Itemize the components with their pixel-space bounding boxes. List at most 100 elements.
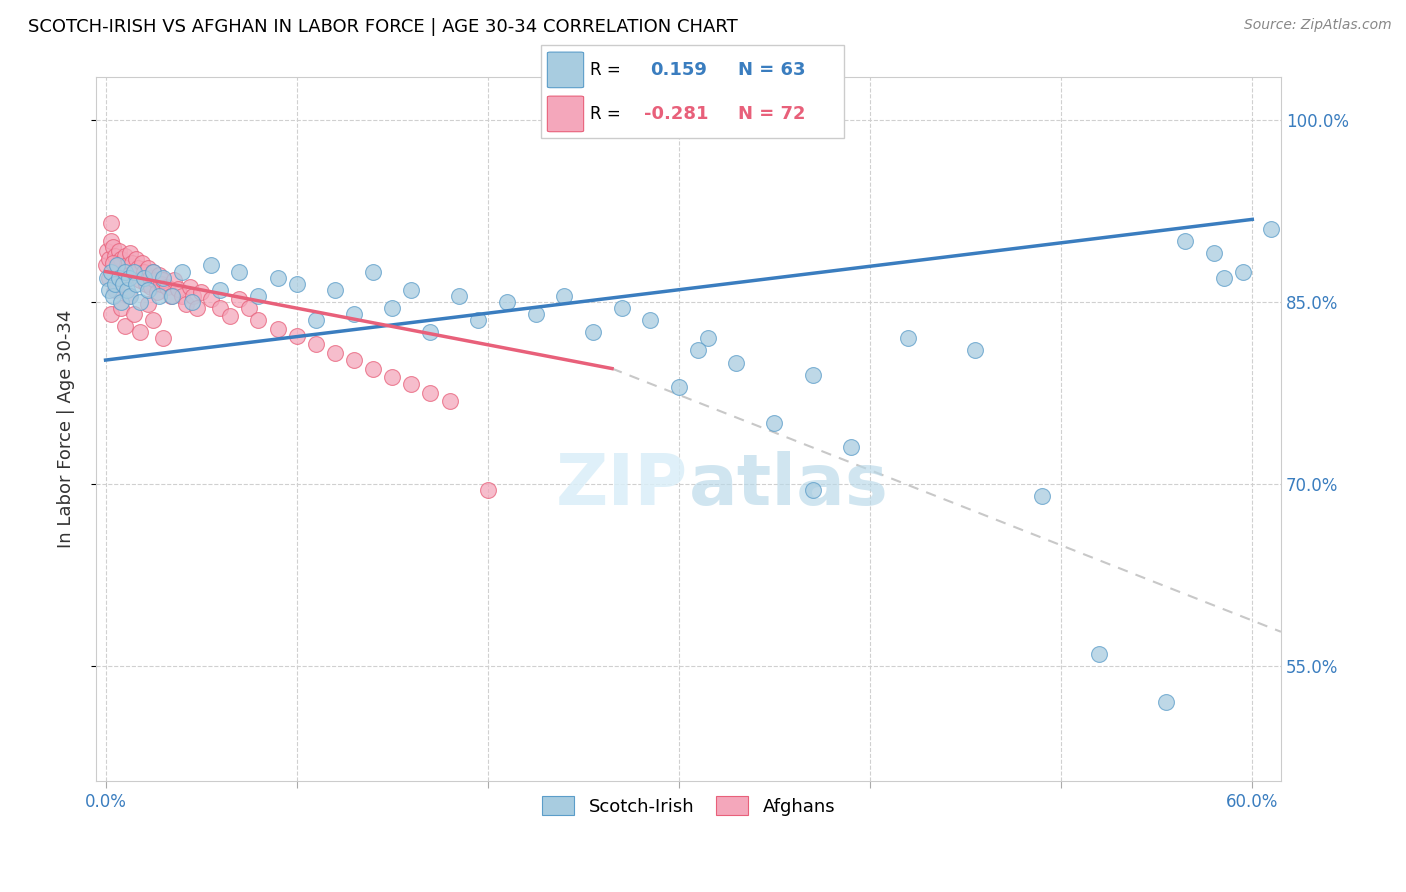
Point <box>401 377 423 392</box>
Point <box>183 289 205 303</box>
Point <box>121 256 143 270</box>
Point <box>100 307 122 321</box>
Point <box>103 289 125 303</box>
Point <box>209 283 232 297</box>
Point <box>209 301 232 315</box>
Point <box>100 234 122 248</box>
Point <box>111 277 134 291</box>
Point <box>114 319 136 334</box>
Point <box>117 289 139 303</box>
Point <box>108 244 131 258</box>
Point <box>696 331 718 345</box>
Point <box>103 256 125 270</box>
Point <box>266 321 288 335</box>
Point <box>285 277 308 291</box>
Point <box>150 277 173 291</box>
Point <box>120 246 142 260</box>
Point <box>477 483 499 497</box>
Text: ZIP: ZIP <box>557 451 689 520</box>
Point <box>449 289 471 303</box>
Point <box>381 370 404 384</box>
Point <box>965 343 987 358</box>
Text: SCOTCH-IRISH VS AFGHAN IN LABOR FORCE | AGE 30-34 CORRELATION CHART: SCOTCH-IRISH VS AFGHAN IN LABOR FORCE | … <box>28 18 738 36</box>
Point <box>179 280 201 294</box>
Point <box>148 289 170 303</box>
Point <box>361 264 384 278</box>
Point <box>1174 234 1197 248</box>
Point <box>524 307 547 321</box>
Point <box>419 385 441 400</box>
Point <box>170 289 193 303</box>
Point <box>686 343 709 358</box>
Point <box>156 280 179 294</box>
Point <box>142 264 165 278</box>
Text: 0.159: 0.159 <box>650 61 707 78</box>
Point <box>143 273 166 287</box>
Point <box>115 259 138 273</box>
Point <box>105 260 128 275</box>
Point <box>839 441 862 455</box>
Point <box>247 313 270 327</box>
Point <box>401 283 423 297</box>
Point <box>117 270 139 285</box>
Point <box>167 281 190 295</box>
Point <box>361 361 384 376</box>
Point <box>136 283 159 297</box>
Y-axis label: In Labor Force | Age 30-34: In Labor Force | Age 30-34 <box>58 310 75 549</box>
Point <box>127 260 149 275</box>
Point <box>131 256 153 270</box>
Point <box>98 270 121 285</box>
Point <box>104 249 127 263</box>
Point <box>801 368 824 382</box>
Text: N = 72: N = 72 <box>738 105 806 123</box>
Point <box>129 325 152 339</box>
FancyBboxPatch shape <box>547 52 583 87</box>
Point <box>98 252 121 267</box>
Point <box>104 283 127 297</box>
Point <box>146 285 169 300</box>
Point <box>141 280 163 294</box>
Point <box>228 264 250 278</box>
Point <box>122 264 145 278</box>
Point <box>96 244 118 258</box>
Point <box>381 301 404 315</box>
Point <box>152 270 174 285</box>
Point <box>138 270 160 285</box>
Text: Source: ZipAtlas.com: Source: ZipAtlas.com <box>1244 18 1392 32</box>
Point <box>152 331 174 345</box>
Point <box>200 293 222 307</box>
Point <box>122 264 145 278</box>
Point <box>247 289 270 303</box>
Legend: Scotch-Irish, Afghans: Scotch-Irish, Afghans <box>533 788 845 825</box>
Point <box>104 277 127 291</box>
Point <box>94 259 117 273</box>
Text: N = 63: N = 63 <box>738 61 806 78</box>
FancyBboxPatch shape <box>547 96 583 132</box>
Point <box>114 264 136 278</box>
Point <box>668 380 690 394</box>
Point <box>129 294 152 309</box>
Point <box>174 297 197 311</box>
Point <box>115 283 138 297</box>
Point <box>125 277 148 291</box>
Point <box>132 264 155 278</box>
Point <box>763 416 786 430</box>
Point <box>163 273 186 287</box>
Point <box>110 252 132 267</box>
Point <box>496 294 519 309</box>
Point <box>105 259 128 273</box>
Point <box>1260 222 1282 236</box>
Point <box>610 301 633 315</box>
Point <box>228 293 250 307</box>
Point <box>200 259 222 273</box>
Point <box>105 277 128 291</box>
Point <box>110 301 132 315</box>
Point <box>135 277 157 291</box>
Point <box>190 285 212 300</box>
Point <box>238 301 260 315</box>
Point <box>108 270 131 285</box>
Point <box>1156 695 1178 709</box>
Point <box>638 313 661 327</box>
Point <box>553 289 575 303</box>
Point <box>343 353 366 368</box>
